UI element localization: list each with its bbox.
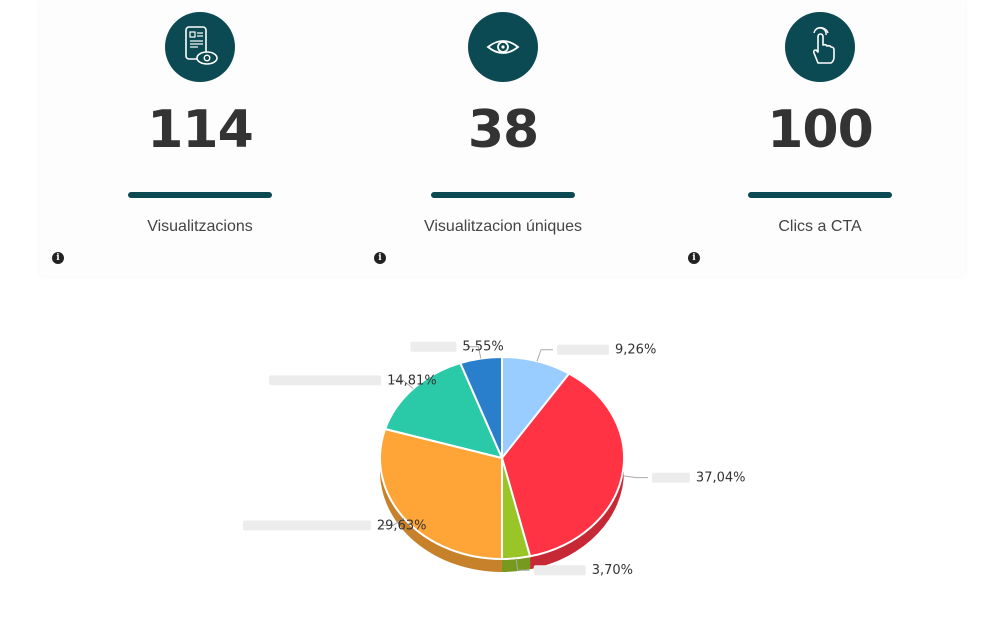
stat-value: 114 (147, 100, 254, 160)
pie-slice-side-1 (530, 458, 624, 570)
pie-name-placeholder-3 (242, 520, 371, 531)
stat-label: Visualitzacions (147, 218, 253, 235)
info-icon[interactable]: i (52, 252, 64, 264)
pie-leader-line-2 (515, 558, 530, 571)
pie-slice-1[interactable] (501, 372, 625, 558)
stat-card-visualitzacions: 114 Visualitzacions i (40, 0, 360, 276)
stat-underline (748, 192, 892, 198)
stat-card-clics-cta: 100 Clics a CTA i (660, 0, 980, 276)
pie-slice-side-3 (380, 458, 502, 572)
pie-leader-line-1 (622, 475, 648, 479)
phone-view-icon (165, 12, 235, 82)
info-icon[interactable]: i (374, 252, 386, 264)
stat-label: Clics a CTA (778, 218, 862, 235)
pie-slice-3[interactable] (379, 427, 503, 560)
stat-underline (431, 192, 575, 198)
stat-value: 100 (767, 100, 874, 160)
pie-name-placeholder-2 (533, 565, 586, 576)
stat-card-visualitzacions-uniques: 38 Visualitzacion úniques i (343, 0, 663, 276)
stat-label: Visualitzacion úniques (423, 218, 583, 235)
touch-finger-icon (785, 12, 855, 82)
pie-data-label-3: 29,63% (377, 518, 427, 533)
pie-name-placeholder-5 (410, 341, 457, 352)
pie-slice-4[interactable] (384, 362, 503, 459)
pie-data-label-0: 9,26% (615, 343, 656, 358)
pie-slice-side-2 (501, 556, 531, 572)
pie-data-label-5: 5,55% (462, 340, 503, 355)
pie-name-placeholder-0 (557, 344, 610, 355)
pie-slice-5[interactable] (459, 356, 503, 459)
pie-data-label-2: 3,70% (592, 563, 633, 578)
pie-name-placeholder-4 (269, 375, 382, 386)
pie-leader-line-4 (391, 379, 414, 390)
stat-underline (128, 192, 272, 198)
stats-panel: 114 Visualitzacions i 38 Visualitzacion … (40, 0, 965, 276)
eye-icon (468, 12, 538, 82)
pie-name-placeholder-1 (651, 472, 690, 483)
pie-data-label-1: 37,04% (696, 471, 746, 486)
stat-value: 38 (467, 100, 539, 160)
pie-data-label-4: 14,81% (387, 373, 437, 388)
pie-chart: 9,26% 37,04% 3,70% 29,63% 14,81% 5,55% (242, 340, 746, 578)
pie-leader-line-5 (466, 346, 482, 359)
pie-leader-line-3 (380, 517, 405, 526)
info-icon[interactable]: i (688, 252, 700, 264)
pie-leader-line-0 (536, 349, 554, 362)
